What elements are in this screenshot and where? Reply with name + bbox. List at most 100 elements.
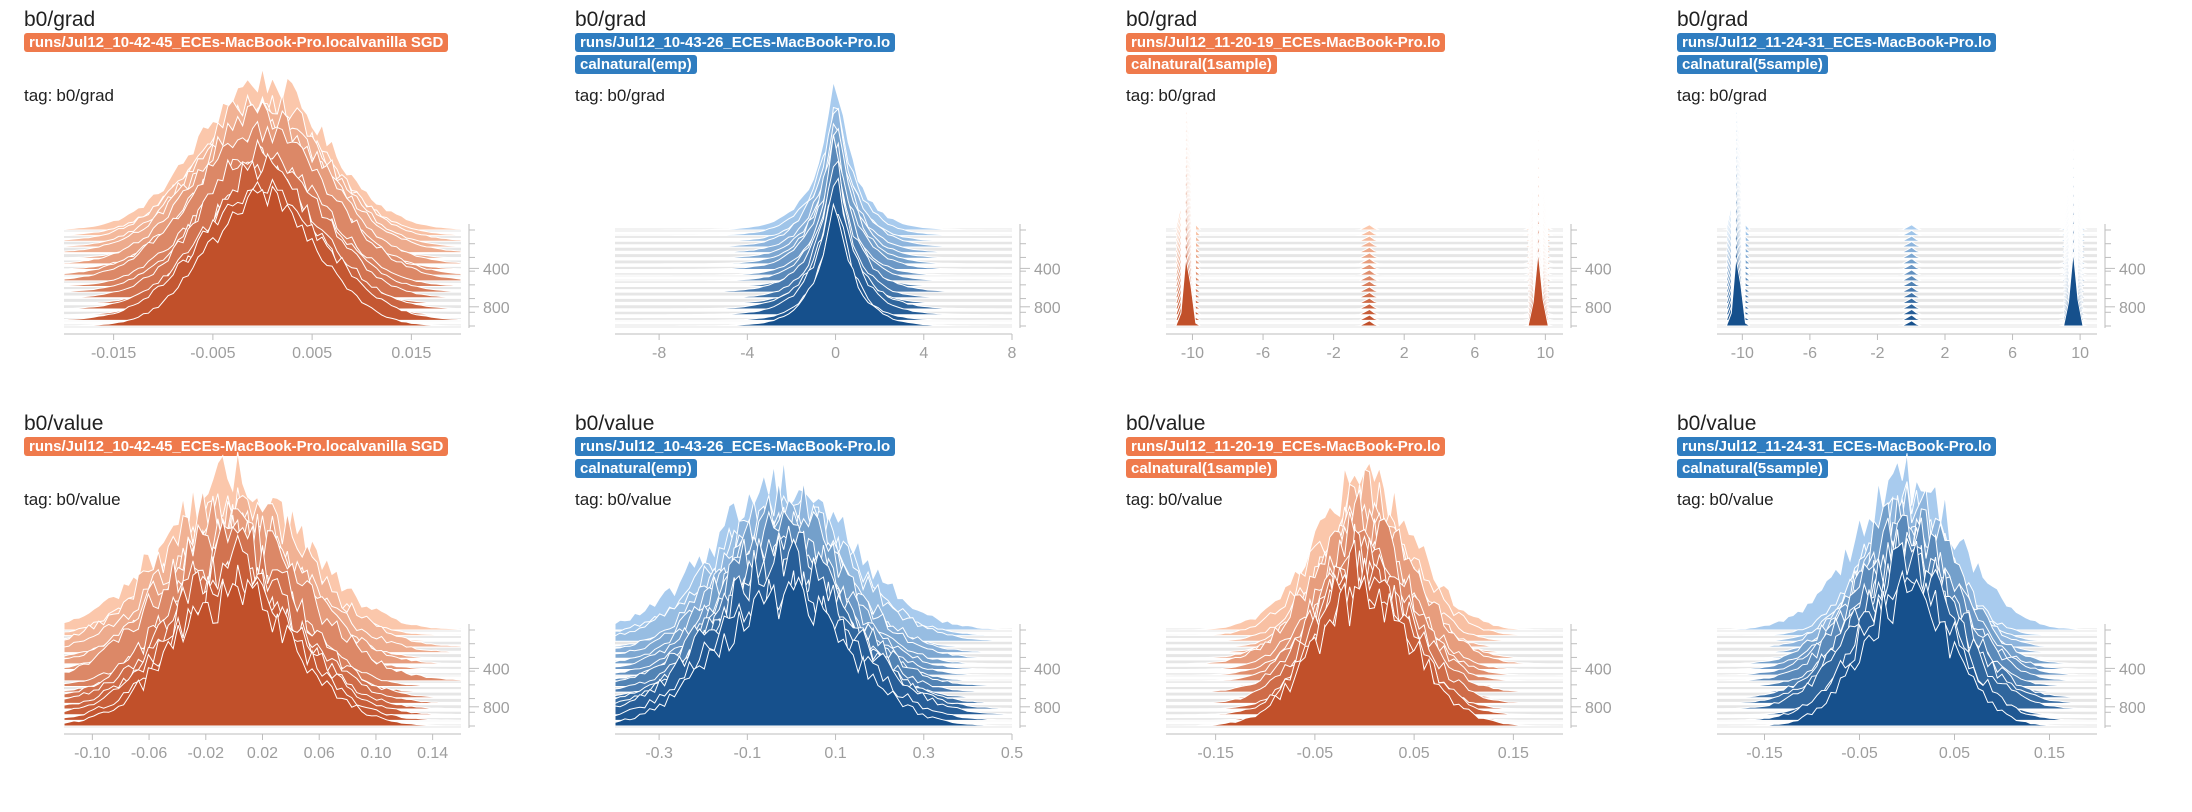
run-badge: runs/Jul12_10-42-45_ECEs-MacBook-Pro.loc… [24,32,449,54]
tag-prefix: tag: [1677,490,1706,509]
x-tick-label: -0.1 [734,745,762,762]
y-tick-label: 400 [483,261,510,278]
histogram-slice [1716,205,2098,299]
histogram-slice [1716,224,2098,310]
x-tick-label: 10 [2071,345,2089,362]
histogram-slice [1716,242,2098,321]
tag-prefix: tag: [24,490,53,509]
tag-value: b0/value [1709,490,1774,509]
tag-prefix: tag: [1126,490,1155,509]
x-tick-label: 0.05 [1399,745,1430,762]
x-tick-label: -0.02 [188,745,225,762]
histogram-slice [1717,569,2097,727]
y-tick-label: 800 [1034,300,1061,317]
x-tick-label: 6 [2008,345,2017,362]
histogram-slice [1716,214,2098,304]
x-tick-label: -0.3 [645,745,673,762]
run-badge: runs/Jul12_11-20-19_ECEs-MacBook-Pro.loc… [1126,436,1446,480]
x-tick-label: 0.3 [913,745,935,762]
histogram-slice [1166,95,1563,231]
y-tick-label: 400 [2119,661,2146,678]
x-tick-label: -0.10 [74,745,111,762]
y-tick-label: 400 [1034,261,1061,278]
histogram-slice [1165,122,1564,248]
x-tick-label: 0.14 [417,745,448,762]
y-tick-label: 400 [2119,261,2146,278]
histogram-slice [1716,131,2098,254]
histogram-chart: 400 800 -0.3 -0.1 0.1 0.3 0.5 [614,460,1061,762]
y-tick-label: 800 [483,300,510,317]
y-axis: 400 800 [1570,224,1612,328]
tag-line: tag: b0/grad [1126,86,1220,106]
tag-value: b0/grad [56,86,115,105]
card-title: b0/grad [1126,8,1198,31]
tag-line: tag: b0/grad [1677,86,1771,106]
x-tick-label: 0.10 [360,745,391,762]
y-tick-label: 800 [1585,700,1612,717]
run-badge: runs/Jul12_10-43-26_ECEs-MacBook-Pro.loc… [575,32,896,76]
x-tick-label: 0.015 [391,345,431,362]
histogram-slice [63,578,462,727]
histogram-slice [1165,242,1564,321]
x-tick-label: -0.05 [1297,745,1334,762]
card-title: b0/grad [575,8,647,31]
run-badge: runs/Jul12_10-43-26_ECEs-MacBook-Pro.loc… [575,436,896,480]
histogram-chart: 400 800 -10 -6 -2 2 6 10 [1165,95,1612,362]
histogram-slice [1717,95,2097,231]
tag-value: b0/grad [1158,86,1217,105]
x-axis: -0.15 -0.05 0.05 0.15 [1717,733,2097,762]
histogram-slices [1165,461,1564,727]
histogram-slice [1165,131,1564,254]
histogram-card: b0/grad runs/Jul12_10-43-26_ECEs-MacBook… [575,8,1105,408]
tag-value: b0/grad [1709,86,1768,105]
x-axis: -8 -4 0 4 8 [615,333,1017,362]
histogram-slice [1165,233,1564,316]
x-tick-label: 0.1 [824,745,846,762]
tag-prefix: tag: [1126,86,1155,105]
x-tick-label: 2 [1400,345,1409,362]
histogram-slice [1716,177,2098,282]
histogram-slices [63,68,462,327]
histogram-slice [615,202,1012,327]
x-tick-label: 0.02 [247,745,278,762]
run-badge: runs/Jul12_11-24-31_ECEs-MacBook-Pro.loc… [1677,32,1997,76]
run-name: runs/Jul12_10-42-45_ECEs-MacBook-Pro.loc… [24,437,449,456]
histogram-chart: 400 800 -0.015 -0.005 0.005 0.015 [63,68,510,362]
y-tick-label: 800 [1034,700,1061,717]
histogram-slices [1716,95,2098,327]
histogram-card: b0/grad runs/Jul12_11-20-19_ECEs-MacBook… [1126,8,1656,408]
histogram-slice [1716,159,2098,271]
histogram-slice [1165,159,1564,271]
histogram-slice [1717,251,2097,327]
histogram-slice [1165,205,1564,299]
histogram-chart: 400 800 -10 -6 -2 2 6 10 [1716,95,2146,362]
y-axis: 400 800 [1570,624,1612,728]
y-axis: 400 800 [468,624,510,728]
histogram-slice [1716,187,2098,287]
x-tick-label: 4 [919,345,928,362]
card-title: b0/value [575,412,655,435]
y-axis: 400 800 [2104,224,2146,328]
tag-line: tag: b0/value [1677,490,1778,510]
histogram-slice [1716,113,2098,242]
x-tick-label: -2 [1870,345,1884,362]
x-tick-label: -0.15 [1746,745,1783,762]
histogram-slice [1165,113,1564,242]
x-tick-label: 0.15 [1498,745,1529,762]
card-title: b0/grad [24,8,96,31]
y-tick-label: 800 [2119,700,2146,717]
tag-line: tag: b0/grad [575,86,669,106]
x-tick-label: 10 [1536,345,1554,362]
histogram-slices [1165,95,1564,327]
histogram-slice [1716,122,2098,248]
histogram-chart: 400 800 -0.10 -0.06 -0.02 0.02 0.06 0.10 0.14 [63,451,510,762]
tag-value: b0/value [1158,490,1223,509]
x-tick-label: -0.015 [91,345,136,362]
histogram-card: b0/value runs/Jul12_11-20-19_ECEs-MacBoo… [1126,412,1656,812]
y-tick-label: 400 [1585,261,1612,278]
y-tick-label: 400 [1585,661,1612,678]
y-axis: 400 800 [1019,624,1061,728]
histogram-card: b0/value runs/Jul12_11-24-31_ECEs-MacBoo… [1677,412,2192,812]
tag-value: b0/value [56,490,121,509]
x-tick-label: -4 [740,345,754,362]
